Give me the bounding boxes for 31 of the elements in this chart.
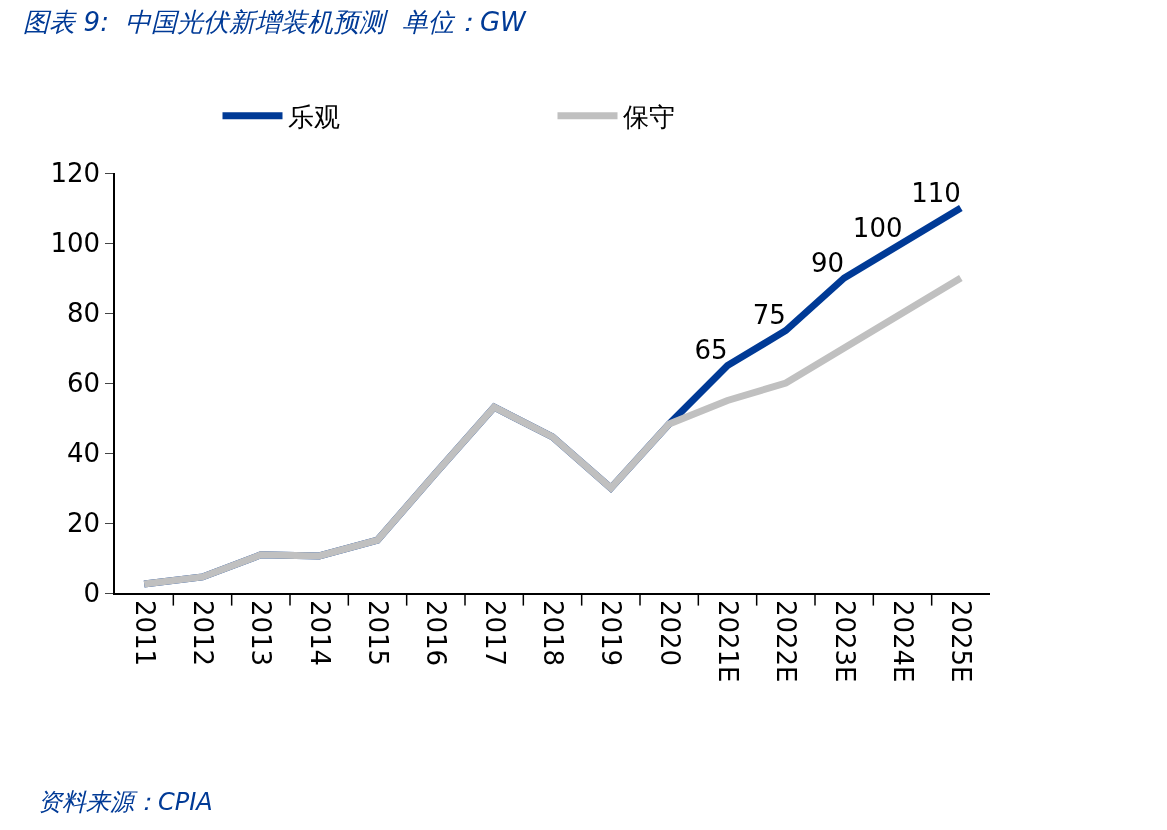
x-tick-label: 2011 — [129, 599, 160, 667]
text: 资料来源：CPIA — [38, 788, 213, 816]
x-tick-label: 2016 — [421, 599, 452, 667]
x-tick-label: 2015 — [363, 599, 394, 667]
data-label: 75 — [752, 300, 786, 330]
y-tick-label: 120 — [50, 158, 101, 189]
data-label: 90 — [811, 247, 845, 278]
x-tick-label: 2023E — [829, 599, 860, 683]
y-tick-label: 60 — [66, 368, 101, 399]
data-label: 100 — [852, 212, 903, 243]
y-tick-label: 80 — [66, 298, 101, 329]
y-tick-label: 0 — [83, 578, 101, 609]
data-label: 110 — [911, 177, 961, 208]
x-tick-label: 2018 — [538, 599, 569, 667]
chart-title: 图表 9: 中国光伏新增装机预测 单位：GW — [23, 6, 528, 37]
x-tick-label: 2021E — [713, 599, 744, 683]
x-tick-label: 2019 — [596, 599, 627, 667]
x-tick-label: 2020 — [654, 599, 685, 667]
data-label: 65 — [694, 335, 728, 365]
x-tick-label: 2017 — [479, 599, 510, 667]
x-tick-label: 2014 — [304, 599, 335, 667]
x-tick-label: 2022E — [771, 599, 802, 683]
y-tick-label: 100 — [50, 228, 101, 259]
x-tick-label: 2024E — [888, 599, 919, 683]
legend-label: 保守 — [622, 101, 675, 132]
legend-label: 乐观 — [287, 101, 340, 132]
x-tick-label: 2025E — [946, 599, 977, 683]
x-tick-label: 2013 — [246, 599, 277, 667]
y-tick-label: 20 — [66, 508, 101, 539]
y-tick-label: 40 — [66, 438, 101, 469]
x-tick-label: 2012 — [188, 599, 219, 667]
